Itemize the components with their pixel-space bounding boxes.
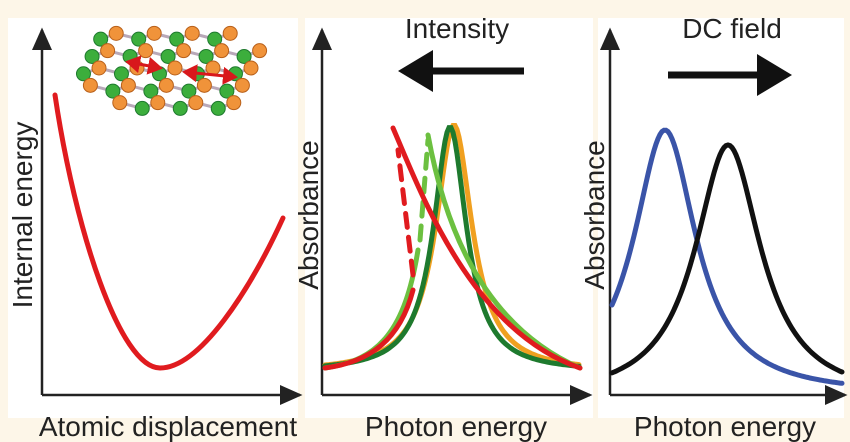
spectrum-curve xyxy=(322,125,583,371)
y-axis-label: Internal energy xyxy=(7,122,38,309)
atom xyxy=(100,43,116,59)
x-axis-label: Atomic displacement xyxy=(39,411,298,442)
atom xyxy=(252,43,268,59)
panel-title: DC field xyxy=(682,13,782,44)
atom xyxy=(210,100,226,116)
atom xyxy=(222,25,238,41)
x-axis-label: Photon energy xyxy=(634,411,816,442)
atom xyxy=(84,48,100,64)
panel-title: Intensity xyxy=(405,13,509,44)
atom xyxy=(169,31,185,47)
atom xyxy=(150,95,166,111)
atom xyxy=(120,77,136,93)
atom xyxy=(93,31,109,47)
atom xyxy=(131,31,147,47)
atom xyxy=(236,48,252,64)
atom xyxy=(112,95,128,111)
atom xyxy=(243,60,259,76)
displacement-arrow xyxy=(182,64,238,85)
spectra xyxy=(609,127,845,386)
spectrum-curve xyxy=(417,137,431,243)
spectra xyxy=(322,123,583,371)
atom xyxy=(198,48,214,64)
displacement-arrow xyxy=(125,55,163,75)
atom xyxy=(82,77,98,93)
panel-background xyxy=(8,18,298,418)
spectrum-curve xyxy=(609,142,845,376)
atom xyxy=(167,60,183,76)
lattice-inset xyxy=(75,25,268,116)
atom xyxy=(234,77,250,93)
spectrum-curve xyxy=(395,147,416,278)
atom xyxy=(214,43,230,59)
atom xyxy=(105,83,121,99)
atom xyxy=(143,83,159,99)
atom xyxy=(158,77,174,93)
atom xyxy=(184,25,200,41)
atom xyxy=(75,66,91,82)
atom xyxy=(146,25,162,41)
atom xyxy=(108,25,124,41)
energy-curve xyxy=(52,92,286,371)
spectrum-curve xyxy=(609,127,845,386)
spectrum-curve xyxy=(322,125,582,369)
atom xyxy=(196,77,212,93)
x-axis-label: Photon energy xyxy=(365,411,547,442)
atom xyxy=(91,60,107,76)
y-axis-label: Absorbance xyxy=(293,140,324,289)
atom xyxy=(134,100,150,116)
atom xyxy=(138,43,154,59)
atom xyxy=(172,100,188,116)
atom xyxy=(226,95,242,111)
y-axis-label: Absorbance xyxy=(579,140,610,289)
atom xyxy=(188,95,204,111)
atom xyxy=(207,31,223,47)
atom xyxy=(176,43,192,59)
